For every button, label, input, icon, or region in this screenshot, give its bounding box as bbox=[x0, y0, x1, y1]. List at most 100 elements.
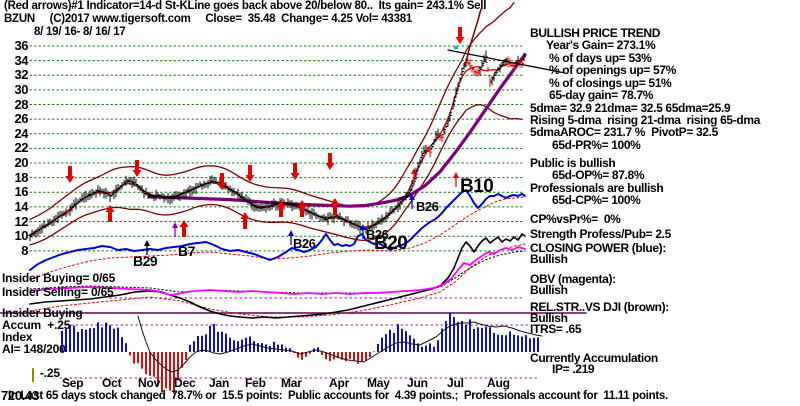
right-panel-stat: 65-day gain= 78.7% bbox=[549, 88, 654, 102]
right-panel-stat: Bullish bbox=[530, 311, 568, 325]
month-label: Oct bbox=[102, 376, 122, 390]
month-label: Nov bbox=[138, 376, 161, 390]
closing-power-ma-dotted bbox=[29, 196, 526, 281]
candlestick-series-red bbox=[66, 56, 524, 216]
month-label: Feb bbox=[245, 376, 266, 390]
bottom-summary-line: In Last 65 days stock changed 78.7% or 1… bbox=[8, 390, 668, 402]
month-label: Aug bbox=[487, 376, 510, 390]
buy-arrow-head bbox=[276, 200, 286, 207]
chart-annotation: B29 bbox=[133, 253, 158, 269]
price-axis-tick: 10 bbox=[14, 228, 29, 243]
sell-arrow-head bbox=[290, 173, 300, 180]
upper-band-line bbox=[29, 2, 515, 220]
candlestick-series-black bbox=[28, 50, 526, 242]
blue-up-arrow-head bbox=[360, 224, 366, 230]
right-panel-stat: Currently Accumulation bbox=[530, 351, 658, 365]
insider-accum-label: Accum +.25 bbox=[2, 318, 71, 332]
blue-up-arrow-head bbox=[288, 230, 294, 236]
thin-red-up-arrow-head bbox=[411, 168, 417, 174]
price-axis-tick: 18 bbox=[14, 170, 29, 185]
right-panel-stat: 5dmaAROC= 231.7 % PivotP= 32.5 bbox=[530, 125, 718, 139]
month-label: Dec bbox=[174, 376, 196, 390]
right-panel-stat: % of closings up= 51% bbox=[549, 76, 672, 90]
price-axis-tick: 30 bbox=[14, 82, 29, 97]
chart-annotation: B10 bbox=[460, 176, 494, 197]
accumulation-histogram bbox=[61, 312, 539, 394]
price-axis-tick: 24 bbox=[14, 126, 29, 141]
price-axis-tick: 26 bbox=[14, 111, 29, 126]
right-panel-stat: % of days up= 53% bbox=[549, 51, 652, 65]
65dma-purple-line bbox=[148, 53, 527, 208]
right-panel-stat: Professionals are bullish bbox=[530, 181, 664, 195]
buy-arrow-head bbox=[105, 205, 115, 212]
chart-annotation: B26 bbox=[416, 199, 439, 214]
price-axis-tick: 28 bbox=[14, 97, 29, 112]
insider-accum-label: Insider Buying= 0/65 bbox=[2, 271, 116, 285]
right-panel-stat: CLOSING POWER (blue): bbox=[530, 241, 666, 255]
chart-annotation: B26 bbox=[366, 227, 389, 242]
month-label: May bbox=[367, 376, 390, 390]
sell-arrow-head bbox=[217, 183, 227, 190]
price-axis-tick: 12 bbox=[14, 214, 29, 229]
histogram-overlay-line bbox=[137, 315, 543, 373]
month-label: Jul bbox=[447, 376, 464, 390]
sell-arrow-head bbox=[132, 170, 142, 177]
right-panel-stat: Bullish bbox=[530, 252, 568, 266]
right-panel-stat: REL.STR..VS DJI (brown): bbox=[530, 300, 669, 314]
right-panel-stat: 65d-OP%= 87.8% bbox=[552, 168, 645, 182]
chart-annotation: B26 bbox=[293, 236, 316, 251]
band-spur-curve bbox=[464, 8, 482, 67]
buy-arrow-head bbox=[240, 212, 250, 219]
right-panel-stat: % of openings up= 57% bbox=[549, 63, 676, 77]
price-axis-tick: 22 bbox=[14, 140, 29, 155]
insider-accum-label: Insider Buying bbox=[2, 306, 83, 320]
sell-arrow-head bbox=[245, 175, 255, 182]
buy-arrow-head bbox=[330, 198, 340, 205]
price-axis-tick: 34 bbox=[14, 53, 29, 68]
insider-accum-label: -.25 bbox=[40, 366, 60, 380]
bottom-summary-line: 720.43 bbox=[1, 388, 39, 403]
insider-accum-label: Insider Selling= 0/65 bbox=[2, 285, 114, 299]
thin-red-up-arrow-head bbox=[453, 172, 459, 178]
price-axis-tick: 8 bbox=[21, 243, 28, 258]
closing-power-line bbox=[29, 189, 526, 271]
right-panel-stat: Bullish bbox=[530, 283, 568, 297]
buy-arrow-head bbox=[179, 220, 189, 227]
month-label: Jan bbox=[209, 376, 230, 390]
month-label: Mar bbox=[281, 376, 302, 390]
cyan-tick bbox=[454, 46, 458, 49]
price-axis-tick: 36 bbox=[14, 38, 29, 53]
right-panel-stat: CP%vsPr%= 0% bbox=[530, 212, 621, 226]
price-axis-tick: 16 bbox=[14, 184, 29, 199]
obv-line bbox=[29, 246, 526, 296]
lower-band-line bbox=[29, 104, 523, 246]
right-panel-stat: 65d-CP%= 100% bbox=[552, 193, 641, 207]
right-panel-stat: Public is bullish bbox=[530, 156, 616, 170]
blue-up-arrow-head bbox=[409, 194, 415, 200]
right-panel-stat: 5dma= 32.9 21dma= 32.5 65dma=25.9 bbox=[530, 101, 731, 115]
month-label: Jun bbox=[407, 376, 428, 390]
header-line: BZUN (C)2017 www.tigersoft.com Close= 35… bbox=[4, 13, 413, 25]
right-panel-stat: Strength Profess/Pub= 2.5 bbox=[530, 227, 671, 241]
sell-arrow-head bbox=[65, 176, 75, 183]
insider-accum-label: AI= 148/200 bbox=[2, 342, 66, 356]
right-panel-stat: Rising 5-dma rising 21-dma rising 65-dma bbox=[530, 113, 761, 127]
header-line: 8/ 19/ 16- 8/ 16/ 17 bbox=[34, 26, 126, 38]
chart-annotation: B7 bbox=[178, 243, 195, 259]
price-axis-tick: 14 bbox=[14, 199, 29, 214]
buy-arrow-head bbox=[297, 200, 307, 207]
right-panel-stat: Year's Gain= 273.1% bbox=[546, 38, 656, 52]
month-label: Sep bbox=[62, 376, 84, 390]
black-up-arrow-head bbox=[144, 240, 150, 246]
month-label: Apr bbox=[329, 376, 350, 390]
right-panel-stat: 65d-PR%= 100% bbox=[552, 138, 641, 152]
price-axis-tick: 32 bbox=[14, 67, 29, 82]
insider-accum-label: Index bbox=[2, 330, 33, 344]
relstr-ma-dotted bbox=[29, 243, 526, 318]
right-panel-stat: ITRS= .65 bbox=[530, 322, 582, 336]
right-panel-stat: OBV (magenta): bbox=[530, 272, 616, 286]
right-panel-stat: IP= .219 bbox=[552, 362, 595, 376]
sell-arrow-head bbox=[325, 163, 335, 170]
